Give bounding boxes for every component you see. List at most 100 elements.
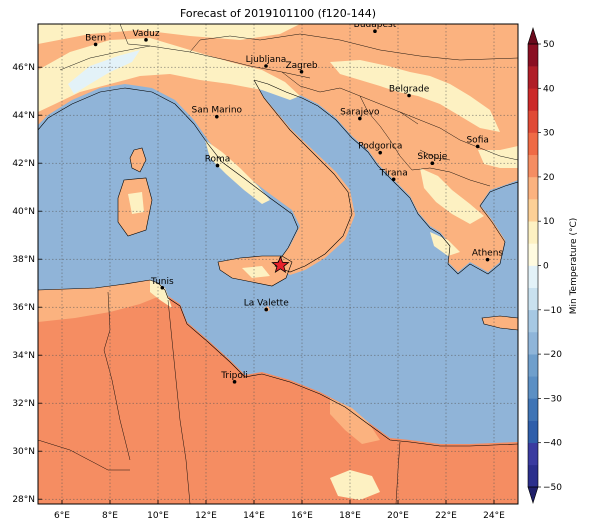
star-icon[interactable] bbox=[271, 255, 290, 273]
colorbar-bin bbox=[528, 287, 538, 311]
greece-land-mild-south bbox=[430, 232, 460, 256]
colorbar-bin bbox=[528, 376, 538, 399]
colorbar-tick-label: 0 bbox=[543, 262, 549, 272]
forecast-location-star[interactable] bbox=[271, 255, 290, 273]
colorbar: −50 −40 −30 −20 −10 0 10 20 30 40 50 bbox=[527, 26, 562, 505]
map-title: Forecast of 2019101100 (f120-144) bbox=[179, 7, 377, 20]
italy-heel-land bbox=[318, 176, 338, 210]
city-label: Budapest bbox=[354, 20, 397, 30]
x-tick-label: 22°E bbox=[435, 511, 457, 521]
x-tick-label: 6°E bbox=[54, 511, 70, 521]
y-tick-label: 36°N bbox=[12, 303, 35, 313]
city-dot bbox=[299, 69, 304, 74]
africa-land-warm bbox=[38, 280, 165, 322]
colorbar-tick-label: −40 bbox=[543, 439, 562, 449]
colorbar-bin bbox=[528, 309, 538, 333]
colorbar-tick-label: −50 bbox=[543, 483, 562, 493]
africa-land-mild bbox=[150, 280, 172, 308]
alps-land-mild bbox=[38, 38, 300, 112]
y-tick-label: 46°N bbox=[12, 63, 35, 73]
city-dot bbox=[475, 144, 480, 149]
city-label: Tunis bbox=[150, 277, 174, 287]
city-label: Podgorica bbox=[358, 142, 402, 152]
colorbar-bin bbox=[528, 243, 538, 266]
x-tick-label: 8°E bbox=[102, 511, 118, 521]
city-label: Tripoli bbox=[220, 371, 248, 381]
city-label: Roma bbox=[205, 155, 231, 165]
city-dot bbox=[373, 29, 377, 33]
colorbar-tick-label: 50 bbox=[543, 40, 555, 50]
city-dot bbox=[391, 177, 396, 182]
colorbar-tick-label: −30 bbox=[543, 394, 562, 404]
city-label: Athens bbox=[472, 249, 503, 259]
colorbar-bin bbox=[528, 199, 538, 222]
city-dot bbox=[264, 64, 268, 68]
greece-land-mild bbox=[420, 168, 484, 224]
x-tick-label: 16°E bbox=[291, 511, 313, 521]
coastlines bbox=[38, 79, 518, 447]
city-label: Tirana bbox=[379, 168, 408, 178]
balkan-land-mild bbox=[330, 60, 500, 132]
colorbar-extend-min bbox=[527, 486, 539, 505]
y-tick-label: 42°N bbox=[12, 159, 35, 169]
city-label: Ljubljana bbox=[246, 55, 287, 65]
colorbar-bin bbox=[528, 44, 538, 67]
corsica-island bbox=[130, 148, 146, 172]
city-label: Vaduz bbox=[132, 29, 159, 39]
colorbar-bin bbox=[528, 265, 538, 288]
africa-mild-patch-south bbox=[330, 470, 380, 500]
y-tick-label: 30°N bbox=[12, 447, 35, 457]
sicily-mild-patch bbox=[242, 266, 270, 278]
city-label: La Valette bbox=[244, 299, 289, 309]
city-label: Belgrade bbox=[389, 85, 430, 95]
colorbar-tick-label: 10 bbox=[543, 217, 555, 227]
city-label: Skopje bbox=[417, 152, 447, 162]
colorbar-tick-label: −10 bbox=[543, 306, 562, 316]
x-tick-label: 24°E bbox=[483, 511, 505, 521]
x-tick-label: 14°E bbox=[243, 511, 265, 521]
y-tick-label: 38°N bbox=[12, 255, 35, 265]
colorbar-bin bbox=[528, 442, 538, 466]
city-dot bbox=[430, 161, 435, 165]
colorbar-bin bbox=[528, 176, 538, 200]
map-frame bbox=[37, 23, 519, 505]
colorbar-tick-label: −20 bbox=[543, 350, 562, 360]
colorbar-bin bbox=[528, 354, 538, 377]
colorbar-tick-label: 30 bbox=[543, 129, 555, 139]
city-label: Sofia bbox=[466, 135, 488, 145]
y-tick-label: 28°N bbox=[12, 495, 35, 505]
city-dot bbox=[215, 114, 219, 119]
axis-ticks: 6°E 8°E 10°E 12°E 14°E 16°E 18°E 20°E 22°E 24°E 28… bbox=[12, 63, 505, 521]
colorbar-tick-label: 20 bbox=[543, 173, 555, 183]
colorbar-bin bbox=[528, 464, 538, 488]
colorbar-tick-label: 40 bbox=[543, 84, 555, 94]
colorbar-bin bbox=[528, 221, 538, 244]
city-dot bbox=[215, 163, 220, 168]
east-land-mild-strip bbox=[478, 146, 518, 168]
sardinia-mild-patch bbox=[128, 192, 144, 214]
x-tick-label: 10°E bbox=[147, 511, 169, 521]
y-tick-label: 40°N bbox=[12, 207, 35, 217]
north-land-mild-strip bbox=[38, 24, 300, 44]
city-label: Sarajevo bbox=[340, 108, 380, 118]
city-dot bbox=[232, 380, 237, 384]
x-tick-label: 20°E bbox=[387, 511, 409, 521]
city-dot bbox=[358, 116, 362, 121]
x-tick-label: 18°E bbox=[339, 511, 361, 521]
country-borders bbox=[38, 24, 518, 504]
colorbar-bin bbox=[528, 331, 538, 355]
y-tick-label: 32°N bbox=[12, 399, 35, 409]
x-tick-label: 12°E bbox=[195, 511, 217, 521]
city-label: San Marino bbox=[192, 106, 243, 116]
city-dot bbox=[160, 285, 165, 290]
colorbar-bin bbox=[528, 110, 538, 133]
city-dot bbox=[378, 150, 383, 155]
y-tick-label: 34°N bbox=[12, 351, 35, 361]
italy-land-mild-spine bbox=[205, 140, 270, 204]
city-dot bbox=[144, 38, 148, 42]
city-label: Zagreb bbox=[285, 61, 317, 71]
colorbar-bin bbox=[528, 66, 538, 89]
y-tick-label: 44°N bbox=[12, 111, 35, 121]
